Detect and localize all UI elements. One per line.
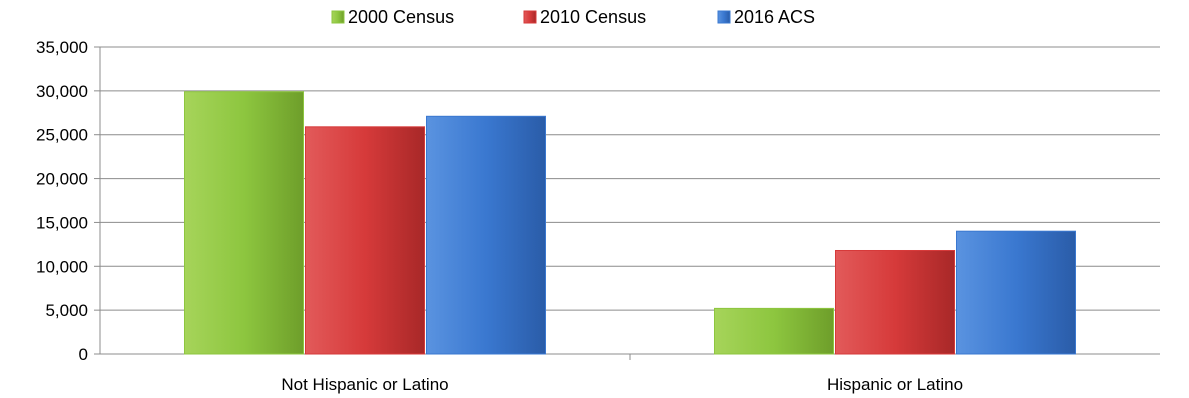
y-tick-label: 20,000 — [36, 170, 88, 189]
y-tick-label: 30,000 — [36, 82, 88, 101]
legend-swatch — [717, 10, 731, 24]
x-category-label: Not Hispanic or Latino — [281, 375, 448, 394]
legend-swatch — [331, 10, 345, 24]
bar — [426, 115, 546, 355]
bar — [184, 91, 304, 355]
y-tick-label: 0 — [79, 345, 88, 364]
legend-swatch — [523, 10, 537, 24]
bar — [835, 249, 955, 355]
bars — [184, 91, 1076, 355]
x-category-label: Hispanic or Latino — [827, 375, 963, 394]
bar — [956, 230, 1076, 355]
legend-label: 2000 Census — [348, 7, 454, 27]
legend-label: 2016 ACS — [734, 7, 815, 27]
y-tick-label: 35,000 — [36, 38, 88, 57]
bar — [714, 307, 834, 355]
y-tick-label: 5,000 — [45, 301, 88, 320]
y-tick-label: 15,000 — [36, 213, 88, 232]
y-tick-label: 25,000 — [36, 126, 88, 145]
bar — [305, 126, 425, 355]
y-tick-label: 10,000 — [36, 257, 88, 276]
legend: 2000 Census 2010 Census 2016 ACS — [331, 7, 815, 27]
labels: 0 5,000 10,000 15,000 20,000 25,000 30,000 35,0… — [36, 38, 963, 394]
legend-label: 2010 Census — [540, 7, 646, 27]
